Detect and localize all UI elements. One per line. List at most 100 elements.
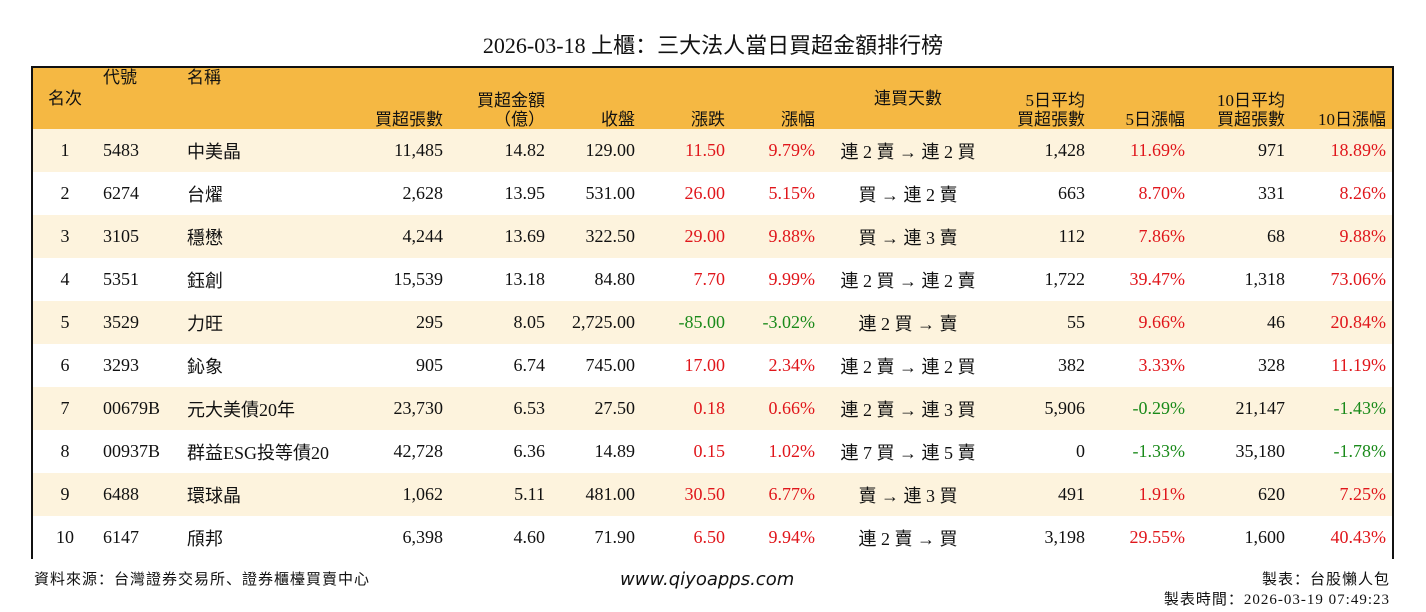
table-cell: 42,728 <box>393 441 444 461</box>
table-cell: -85.00 <box>678 312 726 332</box>
table-cell: 5351 <box>103 269 139 289</box>
table-cell: 3,198 <box>1044 527 1086 547</box>
table-cell: 26.00 <box>684 183 726 203</box>
table-row: 3 3105 穩懋 4,244 13.69 322.50 29.00 9.88% 買 → 連 3… <box>33 215 1392 258</box>
table-cell: 4 <box>60 269 70 289</box>
table-cell: 0.18 <box>693 398 726 418</box>
table-cell: 穩懋 <box>187 227 223 248</box>
header-cell: 5日漲幅 <box>1033 68 1186 129</box>
table-cell: 3293 <box>103 355 139 375</box>
table-cell: 頎邦 <box>187 528 223 549</box>
header-text: 收盤 <box>601 110 635 129</box>
table-row: 4 5351 鈺創 15,539 13.18 84.80 7.70 9.99% 連 2 買 → … <box>33 258 1392 301</box>
table-cell: 481.00 <box>585 484 636 504</box>
table-cell: 1,428 <box>1044 140 1086 160</box>
table-cell: 1,722 <box>1044 269 1086 289</box>
table-cell: 6,398 <box>402 527 444 547</box>
table-cell: 17.00 <box>684 355 726 375</box>
table-cell: 745.00 <box>585 355 636 375</box>
header-cell: 買超張數 <box>283 68 443 129</box>
table-cell: 連 2 買 → 連 2 賣 <box>840 270 976 291</box>
table-cell: 6.50 <box>693 527 726 547</box>
table-cell: 491 <box>1058 484 1085 504</box>
table-cell: 9 <box>60 484 70 504</box>
table-cell: 9.88% <box>1339 226 1387 246</box>
table-cell: 力旺 <box>187 313 223 334</box>
table-cell: 8.26% <box>1339 183 1387 203</box>
table-cell: 971 <box>1258 140 1285 160</box>
table-cell: 5.15% <box>768 183 816 203</box>
table-cell: 11.19% <box>1331 355 1386 375</box>
header-text: 名次 <box>48 89 82 108</box>
table-cell: 382 <box>1058 355 1085 375</box>
header-cell: 10日漲幅 <box>1233 68 1386 129</box>
table-cell: 2,628 <box>402 183 444 203</box>
header-text: 5日漲幅 <box>1125 110 1186 129</box>
table-cell: 15,539 <box>393 269 444 289</box>
table-cell: 3 <box>60 226 70 246</box>
table-cell: 9.66% <box>1138 312 1186 332</box>
table-cell: 35,180 <box>1235 441 1286 461</box>
table-cell: 13.18 <box>504 269 546 289</box>
table-cell: 6274 <box>103 183 139 203</box>
header-text: 買超張數 <box>1217 110 1285 129</box>
table-cell: 6.74 <box>513 355 546 375</box>
table-cell: 39.47% <box>1129 269 1186 289</box>
header-cell: 10日平均 買超張數 <box>1133 68 1285 129</box>
header-text: 5日平均 <box>1025 91 1086 110</box>
table-cell: 620 <box>1258 484 1285 504</box>
table-cell: 5,906 <box>1044 398 1086 418</box>
header-text: 買超張數 <box>1017 110 1085 129</box>
table-cell: -3.02% <box>762 312 816 332</box>
maker: 製表：台股懶人包 <box>1261 572 1390 588</box>
header-cell: 5日平均 買超張數 <box>933 68 1085 129</box>
table-cell: 10 <box>56 527 74 547</box>
table-cell: 7.86% <box>1138 226 1186 246</box>
table-cell: 73.06% <box>1330 269 1387 289</box>
table-cell: 連 2 賣 → 連 3 買 <box>840 399 976 420</box>
table-cell: 5 <box>60 312 70 332</box>
table-cell: 14.89 <box>594 441 636 461</box>
table-cell: 7.70 <box>693 269 726 289</box>
table-cell: 8 <box>60 441 70 461</box>
table-cell: 112 <box>1058 226 1085 246</box>
table-cell: 68 <box>1267 226 1285 246</box>
table-cell: 元大美債20年 <box>187 399 295 420</box>
table-cell: 46 <box>1267 312 1285 332</box>
table-cell: 55 <box>1067 312 1085 332</box>
table-cell: -0.29% <box>1132 398 1186 418</box>
table-cell: 鈺創 <box>187 270 223 291</box>
table-cell: 30.50 <box>684 484 726 504</box>
table-row: 2 6274 台燿 2,628 13.95 531.00 26.00 5.15% 買 → 連 2… <box>33 172 1392 215</box>
table-cell: 84.80 <box>594 269 636 289</box>
table-cell: 331 <box>1258 183 1285 203</box>
header-text: 漲幅 <box>781 110 815 129</box>
table-cell: 鈊象 <box>187 356 223 377</box>
table-cell: 9.99% <box>768 269 816 289</box>
table-cell: 9.88% <box>768 226 816 246</box>
table-row: 1 5483 中美晶 11,485 14.82 129.00 11.50 9.79% 連 2 賣… <box>33 129 1392 172</box>
table-cell: 9.79% <box>768 140 816 160</box>
table-cell: 1,318 <box>1244 269 1286 289</box>
header-text: 10日漲幅 <box>1318 110 1386 129</box>
header-text: 10日平均 <box>1217 91 1285 110</box>
table-cell: -1.43% <box>1333 398 1387 418</box>
table-cell: 5483 <box>103 140 139 160</box>
table-cell: 00937B <box>103 441 161 461</box>
table-cell: 663 <box>1058 183 1085 203</box>
table-cell: 1 <box>60 140 70 160</box>
table-cell: 11,485 <box>394 140 443 160</box>
table-cell: 40.43% <box>1330 527 1387 547</box>
header-text: 買超張數 <box>375 110 443 129</box>
table-cell: 2 <box>60 183 70 203</box>
table-cell: 0.66% <box>768 398 816 418</box>
table-cell: 2.34% <box>768 355 816 375</box>
table-cell: 531.00 <box>585 183 636 203</box>
table-cell: 群益ESG投等債20 <box>187 442 330 463</box>
table-cell: 00679B <box>103 398 161 418</box>
table-cell: 23,730 <box>393 398 444 418</box>
table-cell: 11.69% <box>1130 140 1185 160</box>
table-cell: 905 <box>416 355 443 375</box>
table-cell: 連 2 買 → 賣 <box>858 313 958 334</box>
